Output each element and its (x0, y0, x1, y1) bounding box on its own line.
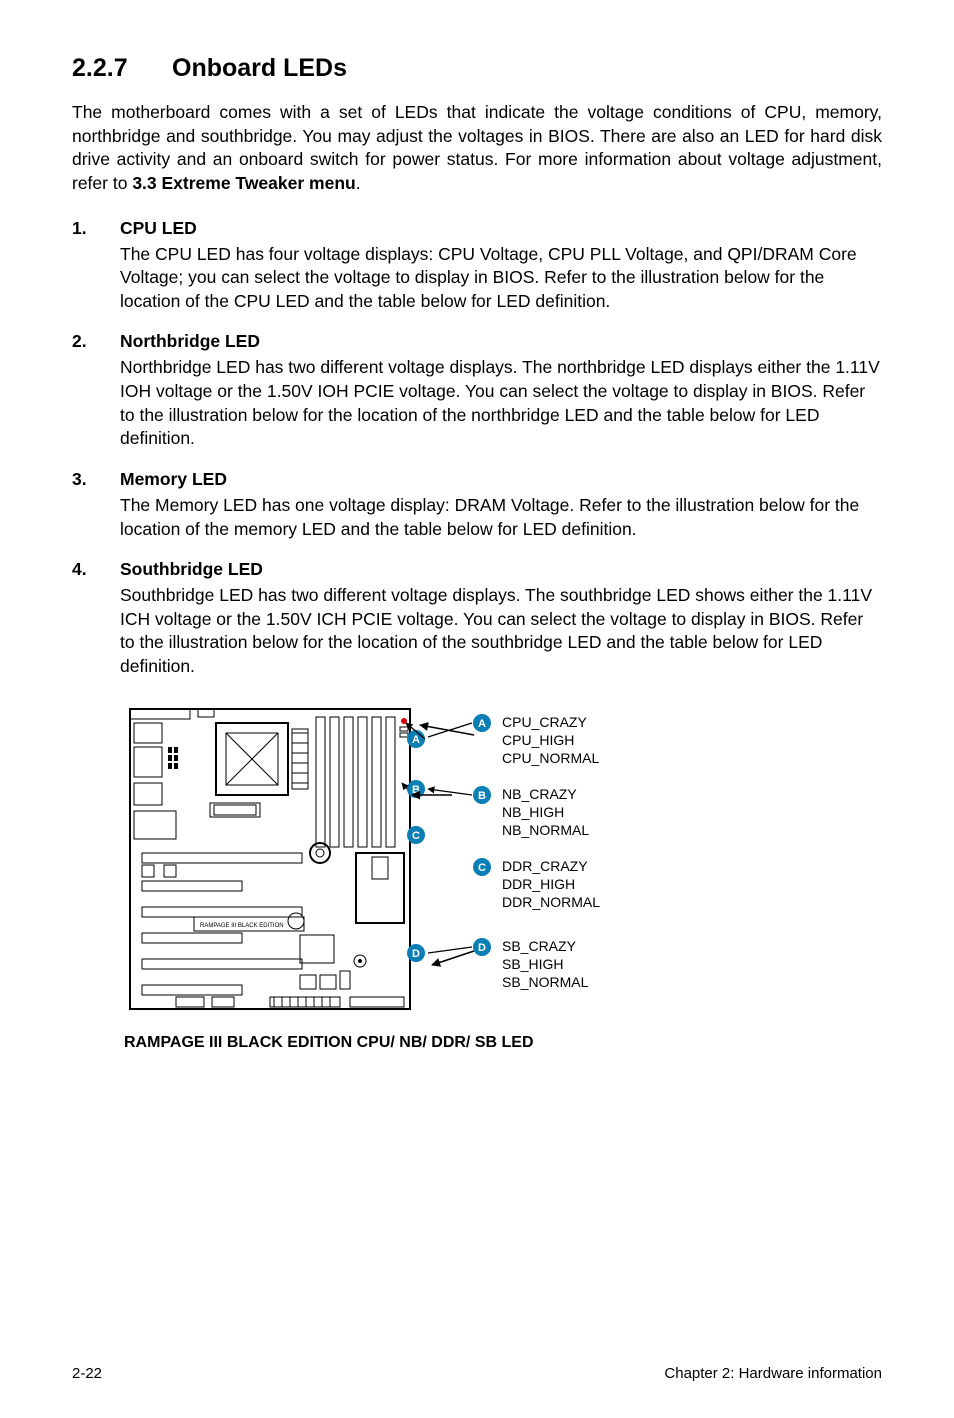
led-label: CPU_HIGH (502, 732, 574, 748)
list-item: 4.Southbridge LED Southbridge LED has two… (72, 559, 882, 679)
list-item-number: 1. (72, 218, 120, 239)
svg-text:RAMPAGE III BLACK EDITION: RAMPAGE III BLACK EDITION (200, 923, 284, 929)
list-item-number: 4. (72, 559, 120, 580)
section-heading: 2.2.7Onboard LEDs (72, 54, 882, 83)
list-item-head: 4.Southbridge LED (72, 559, 882, 580)
list-item-title: CPU LED (120, 218, 197, 239)
svg-text:D: D (478, 942, 486, 954)
section-title: Onboard LEDs (172, 54, 347, 82)
list-item-head: 3.Memory LED (72, 469, 882, 490)
footer-chapter: Chapter 2: Hardware information (664, 1365, 882, 1382)
svg-text:A: A (478, 718, 486, 730)
list-item-body: The CPU LED has four voltage displays: C… (120, 243, 882, 314)
diagram-container: RAMPAGE III BLACK EDITION A B C D A B C D CPU_CRA… (120, 703, 882, 1052)
list-item-number: 3. (72, 469, 120, 490)
led-label: SB_HIGH (502, 956, 563, 972)
svg-text:B: B (478, 790, 486, 802)
led-label: SB_NORMAL (502, 974, 589, 990)
motherboard-outline: RAMPAGE III BLACK EDITION (130, 709, 410, 1009)
led-label: SB_CRAZY (502, 938, 577, 954)
intro-paragraph: The motherboard comes with a set of LEDs… (72, 101, 882, 196)
svg-text:C: C (478, 862, 486, 874)
list-item: 3.Memory LED The Memory LED has one volta… (72, 469, 882, 541)
list-item-title: Memory LED (120, 469, 227, 490)
list-item-head: 1.CPU LED (72, 218, 882, 239)
led-label: CPU_CRAZY (502, 714, 587, 730)
led-label: NB_NORMAL (502, 822, 589, 838)
section-number: 2.2.7 (72, 54, 172, 83)
list-item-title: Southbridge LED (120, 559, 263, 580)
led-label: DDR_HIGH (502, 876, 575, 892)
page-footer: 2-22 Chapter 2: Hardware information (72, 1365, 882, 1382)
svg-text:B: B (412, 784, 420, 796)
list-item: 1.CPU LED The CPU LED has four voltage di… (72, 218, 882, 314)
list-item-title: Northbridge LED (120, 331, 260, 352)
led-label: NB_CRAZY (502, 786, 577, 802)
intro-tail: . (356, 173, 361, 193)
led-label: DDR_NORMAL (502, 894, 600, 910)
footer-page-number: 2-22 (72, 1365, 102, 1382)
led-label: DDR_CRAZY (502, 858, 588, 874)
led-label: CPU_NORMAL (502, 750, 599, 766)
led-label: NB_HIGH (502, 804, 564, 820)
list-item-number: 2. (72, 331, 120, 352)
list-item-head: 2.Northbridge LED (72, 331, 882, 352)
motherboard-diagram: RAMPAGE III BLACK EDITION A B C D A B C D CPU_CRA… (120, 703, 680, 1023)
list-item-body: Southbridge LED has two different voltag… (120, 584, 882, 679)
svg-text:D: D (412, 948, 420, 960)
svg-text:A: A (412, 734, 420, 746)
svg-text:C: C (412, 830, 420, 842)
diagram-caption: RAMPAGE III BLACK EDITION CPU/ NB/ DDR/ … (124, 1034, 882, 1052)
list-item-body: Northbridge LED has two different voltag… (120, 356, 882, 451)
list-item: 2.Northbridge LED Northbridge LED has two… (72, 331, 882, 451)
intro-bold: 3.3 Extreme Tweaker menu (132, 173, 355, 193)
list-item-body: The Memory LED has one voltage display: … (120, 494, 882, 541)
